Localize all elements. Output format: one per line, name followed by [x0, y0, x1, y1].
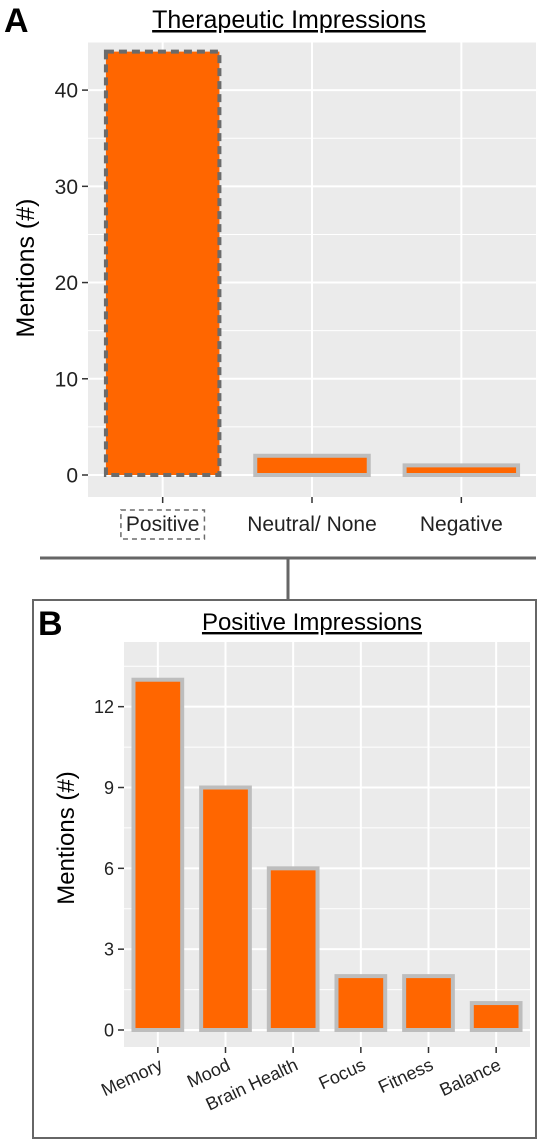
y-tick-label: 6 [104, 859, 114, 879]
bar-neutral-none [253, 453, 371, 477]
chart-a-title: Therapeutic Impressions [152, 6, 426, 34]
bar-memory [131, 677, 185, 1032]
x-tick-label: Fitness [375, 1054, 436, 1097]
highlight-label-box [120, 509, 206, 540]
chart-b-y-axis: 0 3 6 9 12 [94, 697, 124, 1040]
bar-fitness [402, 974, 455, 1032]
chart-a-x-axis: Positive Neutral/ None Negative [120, 497, 503, 540]
panel-b-frame [32, 599, 537, 1139]
panel-b-letter: B [38, 605, 63, 643]
bar-negative [402, 463, 521, 477]
x-tick-label: Negative [420, 513, 503, 536]
bar-mood [199, 785, 252, 1032]
bar-focus [334, 974, 388, 1032]
panel-a: A Therapeutic Impressions 0 10 20 30 40 Posi… [4, 2, 536, 540]
y-tick-label: 0 [104, 1020, 114, 1040]
y-tick-label: 12 [94, 697, 114, 717]
y-tick-label: 30 [55, 176, 78, 199]
x-tick-label: Positive [126, 513, 200, 536]
x-tick-label: Neutral/ None [247, 513, 377, 536]
panel-a-letter: A [4, 2, 29, 40]
chart-a-bars [103, 49, 521, 477]
y-tick-label: 40 [55, 80, 78, 103]
y-tick-label: 20 [55, 272, 78, 295]
x-tick-label: Focus [316, 1054, 369, 1093]
panel-b: B Positive Impressions 0 3 6 9 12 Memory Mood… [32, 599, 537, 1139]
bar-positive [103, 49, 222, 477]
x-tick-label: Balance [436, 1054, 503, 1100]
y-tick-label: 9 [104, 778, 114, 798]
bar-brain-health [266, 866, 320, 1032]
y-tick-label: 0 [66, 465, 78, 488]
y-tick-label: 3 [104, 940, 114, 960]
chart-b-title: Positive Impressions [202, 609, 422, 636]
chart-b-y-axis-title: Mentions (#) [53, 771, 80, 904]
panel-connector [40, 556, 536, 600]
y-tick-label: 10 [55, 368, 78, 391]
chart-a-y-axis-title: Mentions (#) [12, 199, 40, 338]
bar-balance [469, 1001, 523, 1032]
x-tick-label: Memory [98, 1054, 165, 1100]
chart-a-y-axis: 0 10 20 30 40 [55, 80, 88, 488]
chart-b-plot-area [124, 642, 530, 1047]
chart-b-bars [131, 677, 523, 1032]
